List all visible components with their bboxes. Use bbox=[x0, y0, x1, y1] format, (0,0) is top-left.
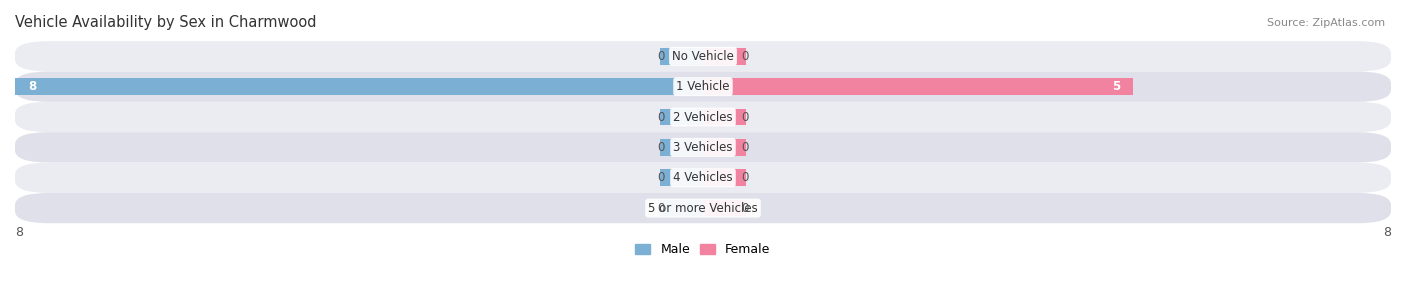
Text: 0: 0 bbox=[657, 50, 664, 63]
Text: 0: 0 bbox=[657, 202, 664, 215]
Bar bbox=[659, 169, 703, 186]
Text: 0: 0 bbox=[742, 110, 749, 124]
FancyBboxPatch shape bbox=[15, 132, 1391, 163]
Text: No Vehicle: No Vehicle bbox=[672, 50, 734, 63]
Text: 8: 8 bbox=[28, 80, 37, 93]
Bar bbox=[15, 78, 703, 95]
Text: 0: 0 bbox=[657, 110, 664, 124]
Legend: Male, Female: Male, Female bbox=[630, 239, 776, 261]
Bar bbox=[703, 78, 1133, 95]
Text: 3 Vehicles: 3 Vehicles bbox=[673, 141, 733, 154]
Bar bbox=[703, 200, 747, 217]
Text: 8: 8 bbox=[1384, 226, 1391, 239]
Text: 0: 0 bbox=[742, 50, 749, 63]
Bar bbox=[703, 139, 747, 156]
Text: Vehicle Availability by Sex in Charmwood: Vehicle Availability by Sex in Charmwood bbox=[15, 15, 316, 30]
Text: Source: ZipAtlas.com: Source: ZipAtlas.com bbox=[1267, 18, 1385, 28]
FancyBboxPatch shape bbox=[15, 193, 1391, 223]
Text: 5 or more Vehicles: 5 or more Vehicles bbox=[648, 202, 758, 215]
Bar bbox=[659, 139, 703, 156]
Bar bbox=[703, 109, 747, 125]
Text: 0: 0 bbox=[742, 141, 749, 154]
Bar bbox=[659, 48, 703, 65]
Bar bbox=[659, 109, 703, 125]
Bar bbox=[703, 169, 747, 186]
Text: 8: 8 bbox=[15, 226, 22, 239]
Bar bbox=[659, 200, 703, 217]
Bar bbox=[703, 48, 747, 65]
Text: 4 Vehicles: 4 Vehicles bbox=[673, 171, 733, 184]
FancyBboxPatch shape bbox=[15, 163, 1391, 193]
Text: 2 Vehicles: 2 Vehicles bbox=[673, 110, 733, 124]
Text: 0: 0 bbox=[657, 171, 664, 184]
FancyBboxPatch shape bbox=[15, 41, 1391, 71]
Text: 5: 5 bbox=[1112, 80, 1121, 93]
Text: 0: 0 bbox=[657, 141, 664, 154]
Text: 0: 0 bbox=[742, 171, 749, 184]
Text: 1 Vehicle: 1 Vehicle bbox=[676, 80, 730, 93]
Text: 0: 0 bbox=[742, 202, 749, 215]
FancyBboxPatch shape bbox=[15, 71, 1391, 102]
FancyBboxPatch shape bbox=[15, 102, 1391, 132]
